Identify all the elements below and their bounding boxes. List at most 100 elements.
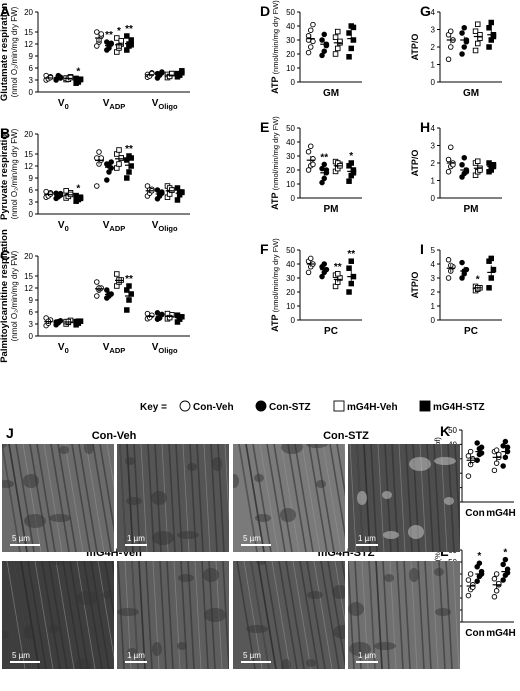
data-point [319,273,325,280]
em-texture [348,444,460,552]
em-micrograph: 1 µm [348,444,460,552]
panel-letter: B [0,125,10,141]
y-tick-label: 30 [286,36,295,45]
data-point [319,37,325,43]
data-point [124,307,130,313]
data-point [465,473,472,479]
y-tick-label: 9 [29,174,34,183]
scale-bar [125,544,147,546]
em-texture [348,561,460,669]
data-point [43,188,49,195]
data-point [475,40,481,47]
x-category-label: V0 [58,220,69,233]
panel-letter: H [420,119,430,135]
data-point [500,443,506,449]
significance-star: * [503,548,507,559]
y-tick-label: 12 [24,40,33,49]
data-point [465,592,472,599]
scale-bar-label: 5 µm [243,534,261,543]
y-tick-label: 4 [431,8,436,17]
scale-bar [125,661,147,663]
data-point [491,576,498,582]
data-point [445,168,452,175]
y-tick-label: 3 [29,76,34,85]
em-texture [2,444,114,552]
scale-bar-label: 5 µm [12,534,30,543]
y-tick-label: 4 [431,124,436,133]
data-point [493,571,500,577]
data-point [321,31,328,38]
data-point [310,161,316,168]
x-category-label: PC [464,326,478,337]
y-tick-label: 15 [24,150,33,159]
y-tick-label: 0 [291,194,296,203]
legend-marker [419,400,431,412]
em-texture [233,444,345,552]
x-category-label: GM [323,88,339,99]
data-point [493,447,500,453]
data-point [502,438,509,445]
data-point [98,31,104,37]
y-tick-label: 10 [286,64,295,73]
data-point [126,283,132,289]
legend-title: Key = [140,402,167,413]
data-point [335,28,341,35]
data-point [96,149,102,155]
y-tick-label: 0 [29,88,34,97]
y-axis-label: ATP/O [410,34,420,61]
data-point [116,147,122,153]
data-point [346,265,352,271]
data-point [116,161,122,167]
legend-label: Con-STZ [269,402,311,413]
data-point [305,149,312,155]
data-point [500,463,506,469]
data-point [346,30,352,36]
panel-letter: F [260,241,269,257]
data-point [459,259,465,266]
y-tick-label: 20 [24,252,33,261]
y-tick-label: 10 [286,302,295,311]
y-tick-label: 9 [29,296,34,305]
data-point [144,183,151,189]
y-axis-label: ATP (nmol/min/mg dry FW) [270,116,280,210]
data-point [459,161,465,168]
y-tick-label: 50 [286,246,295,255]
y-tick-label: 1 [431,177,436,186]
x-category-label: GM [463,88,479,99]
y-tick-label: 0 [431,316,436,325]
panel-letter: E [260,119,269,135]
y-tick-label: 3 [431,274,436,283]
y-tick-label: 4 [431,260,436,269]
significance-star: ** [320,152,328,163]
data-point [108,40,114,46]
data-point [493,588,500,594]
y-axis-label: Glutamate respiration [0,3,10,101]
data-point [305,49,312,56]
significance-star: ** [105,30,113,41]
legend-label: mG4H-STZ [433,402,485,413]
data-point [321,48,328,54]
y-tick-label: 20 [286,50,295,59]
data-point [332,34,339,40]
data-point [98,155,104,161]
data-point [118,38,124,44]
y-tick-label: 2 [431,288,436,297]
data-point [154,310,161,316]
data-point [475,21,481,28]
y-axis-label-units: (nmol O₂/min/mg dry FW) [10,250,19,341]
data-point [448,144,454,150]
y-tick-label: 50 [448,426,457,435]
data-point [321,161,328,168]
y-tick-label: 50 [286,124,295,133]
y-axis-label: Pyruvate respiration [0,128,10,220]
panel-letter: A [0,3,10,19]
data-point [445,56,452,63]
data-point [308,27,314,33]
y-tick-label: 30 [286,152,295,161]
data-point [124,33,130,39]
panel-letter: D [260,3,270,19]
em-title-con-stz: Con-STZ [323,430,369,442]
data-point [332,51,339,57]
